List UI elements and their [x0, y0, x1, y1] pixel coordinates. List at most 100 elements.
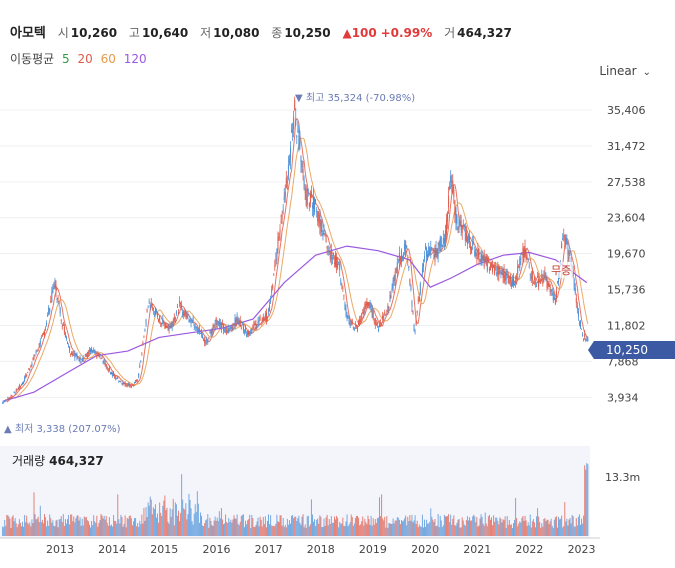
moving-average-legend[interactable]: 이동평균 5 20 60 120 — [10, 50, 147, 67]
candle-body — [472, 242, 474, 246]
candle-body — [362, 311, 364, 314]
candle-body — [445, 220, 447, 235]
volume-bar — [504, 516, 506, 536]
volume-bar — [413, 520, 415, 536]
volume-bar — [425, 526, 427, 536]
ma-20: 20 — [77, 52, 93, 66]
candle-body — [494, 266, 496, 275]
candle-body — [24, 377, 26, 382]
volume-bar — [322, 526, 324, 536]
volume-bar — [166, 507, 168, 536]
candle-body — [12, 395, 14, 397]
candle-body — [251, 328, 253, 334]
candle-body — [429, 248, 431, 254]
candle-body — [300, 156, 302, 163]
candle-body — [316, 210, 318, 212]
volume-bar — [311, 514, 313, 536]
volume-bar — [177, 510, 179, 536]
volume-bar — [42, 523, 44, 536]
volume-bar — [282, 517, 284, 536]
candle-body — [64, 333, 66, 338]
candle-body — [354, 324, 356, 326]
candle-body — [554, 298, 556, 305]
candle-body — [414, 331, 416, 333]
volume-bar — [345, 521, 347, 536]
candle-body — [537, 276, 539, 278]
candle-body — [453, 190, 455, 197]
candle-body — [319, 215, 321, 227]
candle-body — [160, 322, 162, 324]
volume-bar — [125, 527, 127, 536]
candle-body — [510, 282, 512, 287]
candle-body — [230, 326, 232, 329]
volume-bar — [455, 525, 457, 536]
volume-bar — [72, 521, 74, 536]
volume-bar — [236, 514, 238, 536]
volume-bar — [74, 522, 76, 536]
volume-bar — [485, 523, 487, 536]
candle-body — [549, 284, 551, 293]
volume-bar — [263, 523, 265, 536]
candle-body — [277, 237, 279, 251]
volume-bar — [23, 526, 25, 536]
volume-bar — [566, 518, 568, 536]
volume-bar — [37, 516, 39, 536]
scale-mode-dropdown[interactable]: Linear ⌄ — [599, 64, 651, 78]
volume-bar — [293, 518, 295, 536]
volume-bar — [63, 525, 65, 536]
candle-body — [460, 220, 462, 230]
volume-bar — [60, 516, 62, 536]
volume-bar — [419, 526, 421, 536]
low-value: 10,080 — [213, 26, 260, 40]
volume-bar — [161, 516, 163, 536]
candle-body — [20, 384, 22, 386]
candle-body — [314, 198, 316, 213]
volume-bar — [544, 518, 546, 536]
candle-body — [521, 253, 523, 255]
volume-bar — [91, 521, 93, 536]
candle-body — [396, 262, 398, 274]
volume-bar — [180, 513, 182, 536]
volume-bar — [491, 517, 493, 536]
volume-bar — [384, 516, 386, 536]
volume-bar — [277, 521, 279, 536]
low-label: 저 — [200, 26, 212, 40]
candle-body — [553, 296, 555, 300]
candle-body — [275, 259, 277, 261]
volume-bar — [4, 520, 6, 536]
candle-body — [40, 336, 42, 338]
volume-bar — [127, 518, 129, 536]
candle-body — [278, 236, 280, 238]
candle-body — [542, 279, 544, 284]
candle-body — [205, 342, 207, 344]
volume-bar — [90, 527, 92, 536]
volume-bar — [520, 522, 522, 536]
candle-body — [439, 237, 441, 250]
candle-body — [43, 331, 45, 336]
volume-bar — [512, 523, 514, 536]
volume-bar — [476, 517, 478, 536]
candle-body — [443, 238, 445, 244]
candle-body — [97, 352, 99, 356]
volume-bar — [170, 516, 172, 536]
candle-body — [318, 213, 320, 224]
volume-bar — [219, 518, 221, 536]
candle-body — [435, 247, 437, 255]
candle-body — [128, 383, 130, 387]
candle-body — [346, 315, 348, 319]
candle-body — [467, 239, 469, 241]
candle-body — [192, 317, 194, 322]
candle-body — [265, 312, 267, 322]
volume-bar — [310, 499, 312, 536]
volume-bar — [573, 526, 575, 536]
candle-body — [386, 310, 388, 312]
candle-body — [39, 340, 41, 345]
candle-body — [336, 256, 338, 268]
volume-bar — [276, 514, 278, 536]
volume-bar — [515, 497, 517, 536]
volume-bar — [188, 493, 190, 536]
volume-bar — [543, 518, 545, 536]
volume-bar — [129, 515, 131, 536]
volume-bar — [481, 516, 483, 536]
